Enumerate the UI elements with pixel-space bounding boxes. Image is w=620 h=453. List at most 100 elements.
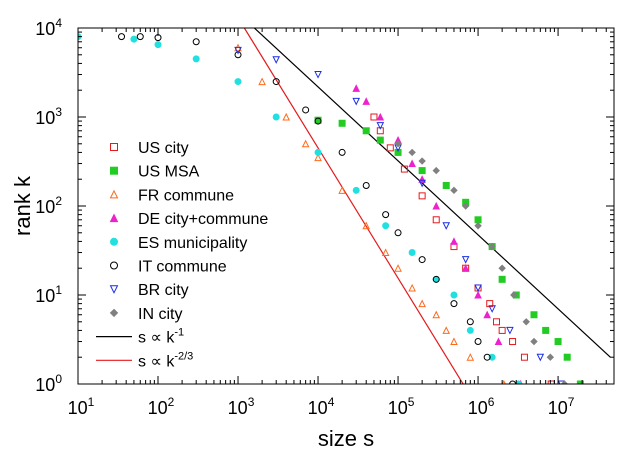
data-point xyxy=(192,55,200,63)
data-point xyxy=(400,165,408,173)
legend-label: BR city xyxy=(138,282,189,299)
data-point xyxy=(258,77,266,86)
data-point xyxy=(450,291,458,299)
data-point xyxy=(530,337,538,346)
legend-item-1: US city xyxy=(110,140,189,157)
data-point xyxy=(394,264,402,272)
data-point xyxy=(546,353,555,361)
data-point xyxy=(376,136,384,144)
data-point xyxy=(381,248,390,257)
legend-item-6: IT commune xyxy=(110,259,227,276)
data-point xyxy=(450,300,458,308)
data-point xyxy=(418,179,426,188)
data-point xyxy=(352,84,361,92)
data-point xyxy=(382,211,390,219)
data-point xyxy=(560,380,569,384)
x-tick-label: 107 xyxy=(548,395,575,418)
series-7 xyxy=(234,46,566,384)
legend-marker xyxy=(109,285,119,294)
legend-label: DE city+commune xyxy=(138,211,268,228)
data-point xyxy=(272,113,280,121)
legend-label: s ∝ k-1 xyxy=(138,327,184,347)
data-point xyxy=(488,353,496,361)
y-axis-title: rank k xyxy=(10,175,35,236)
data-point xyxy=(466,318,474,326)
data-point xyxy=(408,283,416,292)
legend-item-4: DE city+commune xyxy=(109,211,268,228)
data-point xyxy=(536,353,545,362)
data-point xyxy=(382,222,390,230)
data-point xyxy=(474,216,482,224)
data-point xyxy=(192,38,200,46)
data-point xyxy=(338,148,346,156)
x-axis-title: size s xyxy=(318,426,374,451)
data-point xyxy=(302,106,310,114)
data-point xyxy=(234,46,242,55)
data-point xyxy=(314,153,322,162)
data-point xyxy=(488,305,496,313)
data-point xyxy=(432,201,441,210)
data-point xyxy=(442,326,451,334)
data-point xyxy=(542,326,550,334)
data-point xyxy=(461,202,470,210)
data-point xyxy=(408,159,416,168)
data-point xyxy=(483,353,491,361)
legend-item-5: ES municipality xyxy=(110,235,247,252)
data-point xyxy=(498,264,506,272)
data-point xyxy=(272,78,280,86)
data-point xyxy=(514,380,522,384)
legend-marker xyxy=(110,261,118,270)
series-6 xyxy=(118,33,517,384)
plot-points xyxy=(78,33,584,384)
data-point xyxy=(362,97,371,105)
y-tick-label: 104 xyxy=(35,16,62,39)
legend-item-3: FR commune xyxy=(109,187,234,204)
data-point xyxy=(418,299,426,308)
data-point xyxy=(442,181,450,189)
legend-marker xyxy=(110,143,118,151)
data-point xyxy=(498,275,506,283)
x-tick-label: 102 xyxy=(148,395,175,418)
legend-marker xyxy=(110,166,118,175)
data-point xyxy=(352,97,361,106)
data-point xyxy=(130,35,138,43)
data-point xyxy=(314,117,322,125)
data-point xyxy=(474,338,482,346)
data-point xyxy=(432,310,441,319)
y-tick-label: 102 xyxy=(35,194,62,217)
legend-label: s ∝ k-2/3 xyxy=(138,350,193,370)
data-point xyxy=(118,33,126,41)
x-tick-label: 104 xyxy=(308,395,335,418)
series-5 xyxy=(78,33,522,384)
data-point xyxy=(386,144,394,152)
data-point xyxy=(408,148,416,157)
data-point xyxy=(554,338,562,346)
data-point xyxy=(376,122,385,130)
legend-item-2: US MSA xyxy=(110,164,200,181)
data-point xyxy=(394,140,402,148)
data-point xyxy=(352,186,360,194)
data-point xyxy=(510,291,518,299)
x-tick-label: 105 xyxy=(388,395,415,418)
data-point xyxy=(494,337,503,346)
data-point xyxy=(418,192,426,200)
legend-label: US city xyxy=(138,140,189,157)
data-point xyxy=(234,51,242,59)
x-tick-label: 101 xyxy=(68,395,95,418)
y-tick-label: 103 xyxy=(35,105,62,128)
data-point xyxy=(509,380,517,384)
data-point xyxy=(466,353,475,361)
legend-marker xyxy=(110,237,118,246)
legend-marker xyxy=(109,308,119,318)
data-point xyxy=(338,186,346,194)
legend-marker xyxy=(109,213,119,223)
legend-label: IT commune xyxy=(138,259,227,276)
legend-item-ref-1: s ∝ k-1 xyxy=(96,327,184,347)
data-point xyxy=(394,229,402,237)
data-point xyxy=(432,216,440,224)
data-point xyxy=(547,380,555,384)
data-point xyxy=(314,71,322,79)
data-point xyxy=(362,221,371,230)
data-point xyxy=(450,186,458,195)
